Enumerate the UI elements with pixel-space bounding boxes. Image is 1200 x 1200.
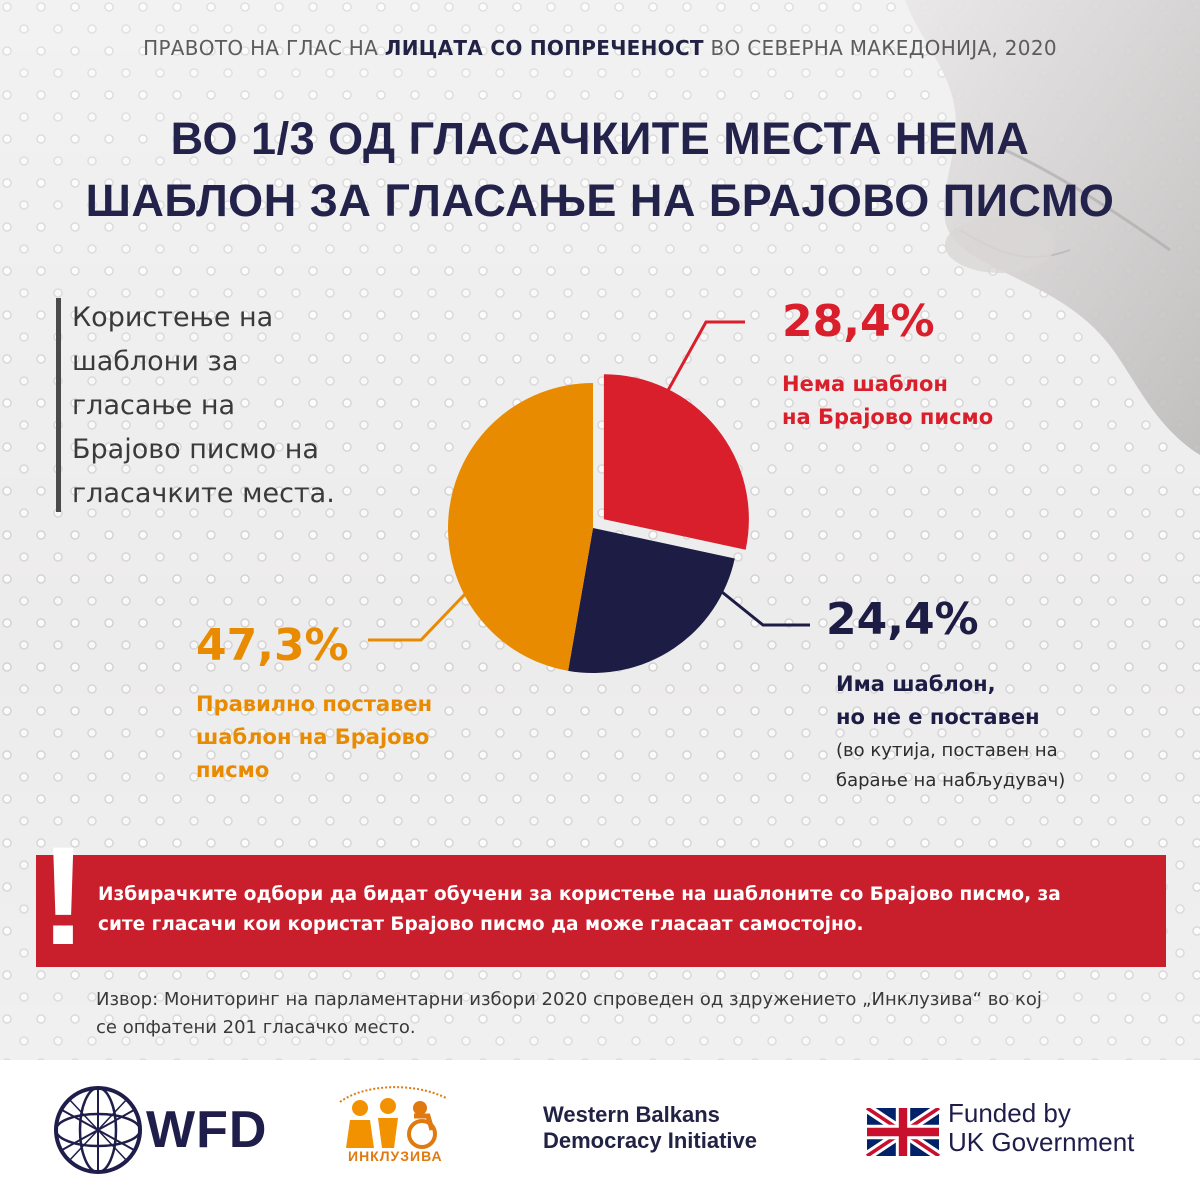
pie-slice-navy bbox=[568, 528, 735, 673]
wbdi-logo-text: Western Balkans Democracy Initiative bbox=[543, 1102, 757, 1153]
slice-orange-label: Правилно поставен шаблон на Брајово писм… bbox=[196, 688, 496, 787]
slice-navy-note: (во кутија, поставен на барање на набљуд… bbox=[836, 736, 1156, 796]
label-line: Правилно поставен bbox=[196, 692, 433, 716]
footer bbox=[0, 1060, 1200, 1200]
source-line: се опфатени 201 гласачко место. bbox=[96, 1017, 416, 1038]
leader-line-red bbox=[659, 320, 745, 404]
pie-slice-red bbox=[603, 374, 749, 550]
uk-government-text: Funded by UK Government bbox=[948, 1098, 1135, 1157]
note-line: барање на набљудувач) bbox=[836, 770, 1066, 791]
banner-line: сите гласачи кои користат Брајово писмо … bbox=[98, 914, 864, 935]
source-line: Извор: Мониторинг на парламентарни избор… bbox=[96, 989, 1042, 1010]
title-line-2: ШАБЛОН ЗА ГЛАСАЊЕ НА БРАЈОВО ПИСМО bbox=[85, 175, 1115, 226]
label-line: Нема шаблон bbox=[782, 372, 948, 396]
uk-flag-icon bbox=[866, 1108, 940, 1156]
page-title: ВО 1/3 ОД ГЛАСАЧКИТЕ МЕСТА НЕМА ШАБЛОН З… bbox=[60, 108, 1140, 232]
slice-red-percent: 28,4% bbox=[782, 296, 935, 347]
pie-chart bbox=[368, 320, 810, 673]
note-line: (во кутија, поставен на bbox=[836, 740, 1058, 761]
supertitle: ПРАВОТО НА ГЛАС НА ЛИЦАТА СО ПОПРЕЧЕНОСТ… bbox=[143, 36, 1057, 60]
recommendation-text: Избирачките одбори да бидат обучени за к… bbox=[98, 880, 1158, 940]
inkluziva-logo-text: ИНКЛУЗИВА bbox=[348, 1148, 443, 1164]
subtitle-line: Користење на bbox=[72, 302, 274, 333]
subtitle-accent-bar bbox=[56, 298, 61, 512]
recommendation-banner bbox=[36, 855, 1166, 967]
title-line-1: ВО 1/3 ОД ГЛАСАЧКИТЕ МЕСТА НЕМА bbox=[170, 113, 1030, 164]
subtitle-line: шаблони за bbox=[72, 346, 239, 377]
slice-orange-percent: 47,3% bbox=[196, 620, 349, 671]
label-line: на Брајово писмо bbox=[782, 405, 994, 429]
subtitle-line: Брајово писмо на bbox=[72, 434, 319, 465]
wfd-logo-text: WFD bbox=[146, 1101, 268, 1159]
banner-line: Избирачките одбори да бидат обучени за к… bbox=[98, 884, 1061, 905]
leader-line-orange bbox=[368, 591, 468, 642]
slice-navy-percent: 24,4% bbox=[826, 594, 979, 645]
slice-red-label: Нема шаблон на Брајово писмо bbox=[782, 368, 1082, 434]
label-line: писмо bbox=[196, 758, 270, 782]
slice-navy-label: Има шаблон, но не е поставен bbox=[836, 668, 1176, 734]
hand-photo bbox=[905, 0, 1200, 455]
leader-line-navy bbox=[716, 586, 810, 627]
chart-subtitle: Користење на шаблони за гласање на Брајо… bbox=[72, 296, 402, 516]
wfd-globe-logo bbox=[54, 1086, 142, 1174]
label-line: но не е поставен bbox=[836, 705, 1040, 729]
subtitle-line: гласање на bbox=[72, 390, 236, 421]
source-note: Извор: Мониторинг на парламентарни избор… bbox=[96, 986, 1156, 1042]
label-line: шаблон на Брајово bbox=[196, 725, 430, 749]
pie-slice-orange bbox=[448, 383, 593, 671]
exclamation-icon: ! bbox=[40, 817, 87, 974]
subtitle-line: гласачките места. bbox=[72, 478, 335, 509]
inkluziva-logo bbox=[339, 1086, 447, 1149]
label-line: Има шаблон, bbox=[836, 672, 996, 696]
